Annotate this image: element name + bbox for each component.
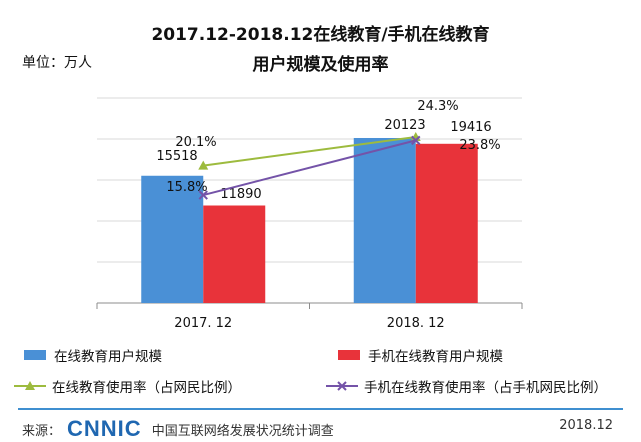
source-text: 中国互联网络发展状况统计调查: [151, 423, 334, 439]
x-tick-label: 2017. 12: [174, 316, 232, 331]
legend-item-online-rate: 在线教育使用率（占网民比例）: [14, 376, 241, 396]
legend-label-online-rate: 在线教育使用率（占网民比例）: [52, 380, 241, 396]
legend-item-mobile-rate: 手机在线教育使用率（占手机网民比例）: [326, 376, 607, 396]
footer-divider: [18, 408, 623, 410]
chart-title-line2: 用户规模及使用率: [252, 55, 389, 75]
legend-label-mobile-users: 手机在线教育用户规模: [368, 349, 503, 365]
marker-mobile-rate: [411, 135, 421, 146]
bar-mobile-users: [415, 143, 478, 303]
legend-swatch-mobile-users: [338, 350, 360, 360]
x-tick-label: 2018. 12: [387, 316, 445, 331]
line-data-label: 23.8%: [459, 138, 500, 153]
unit-label: 单位：万人: [22, 55, 92, 71]
line-mobile-rate: [203, 139, 416, 197]
line-data-label: 15.8%: [166, 180, 207, 195]
marker-mobile-rate: [198, 190, 208, 200]
bar-mobile-users: [203, 205, 266, 303]
bar-online-users: [353, 137, 416, 303]
line-data-label: 20.1%: [175, 135, 216, 150]
marker-online-rate: [198, 160, 209, 170]
bar-data-label: 15518: [156, 149, 197, 164]
legend-label-mobile-rate: 手机在线教育使用率（占手机网民比例）: [364, 380, 607, 396]
legend-item-online-users: 在线教育用户规模: [24, 345, 162, 365]
footer-date: 2018.12: [559, 418, 613, 433]
line-data-label: 24.3%: [417, 99, 458, 114]
legend-swatch-online-users: [24, 350, 46, 360]
bar-data-label: 20123: [384, 118, 425, 133]
legend-item-mobile-users: 手机在线教育用户规模: [338, 345, 503, 365]
source-label: 来源：: [22, 423, 62, 439]
cnnic-logo: CNNIC: [67, 416, 142, 441]
legend-swatch-online-rate: [14, 381, 46, 390]
bar-online-users: [141, 175, 204, 303]
legend-label-online-users: 在线教育用户规模: [54, 349, 162, 365]
bar-data-label: 11890: [220, 187, 261, 202]
line-online-rate: [203, 135, 416, 167]
bar-data-label: 19416: [450, 120, 491, 135]
chart-title-line1: 2017.12-2018.12在线教育/手机在线教育: [151, 25, 490, 45]
legend-swatch-mobile-rate: [326, 381, 358, 391]
source-line: 来源： CNNIC 中国互联网络发展状况统计调查: [22, 416, 334, 442]
